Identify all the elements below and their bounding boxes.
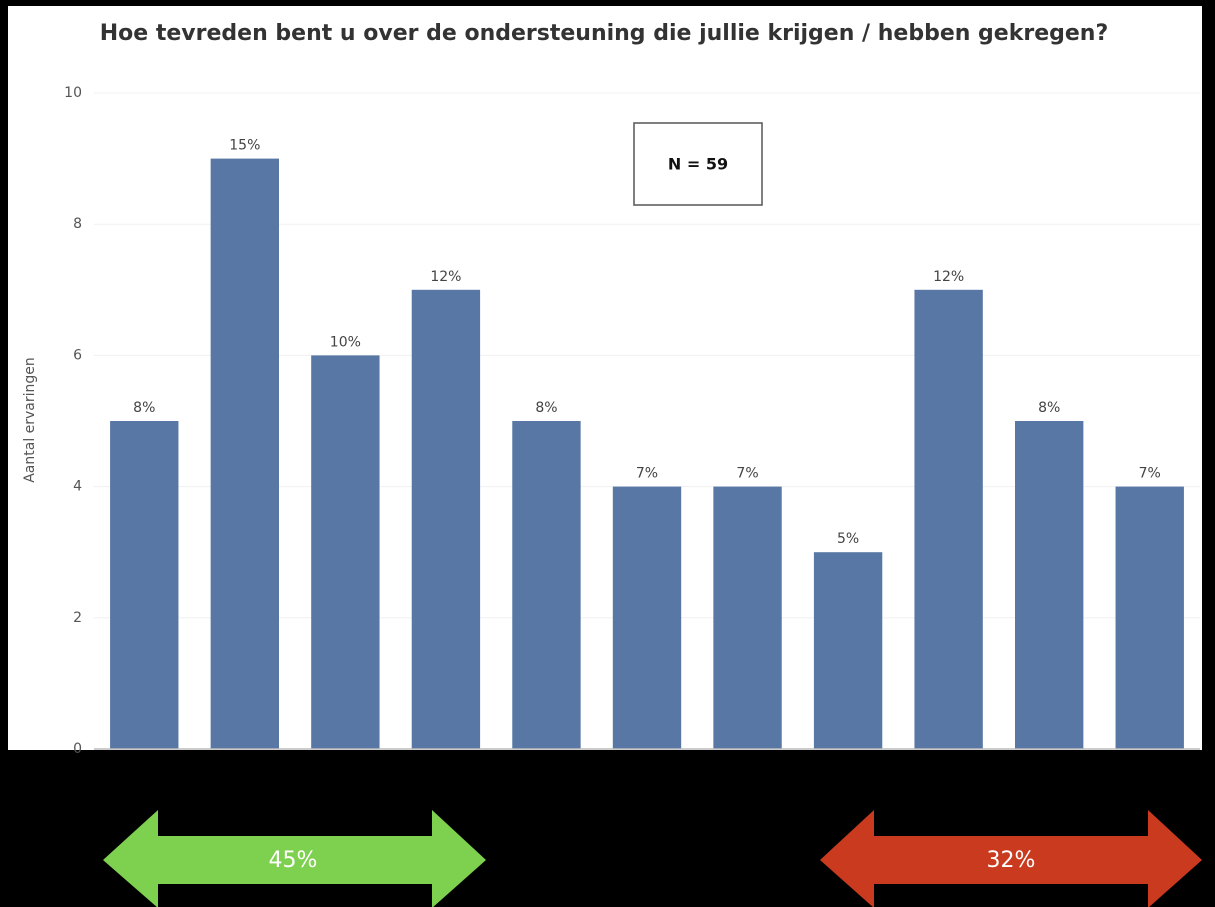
bar [713, 486, 782, 749]
value-label: 7% [736, 466, 758, 482]
plot-panel [8, 6, 1202, 750]
bar [914, 289, 983, 749]
value-label: 5% [837, 531, 859, 547]
y-axis-label: Aantal ervaringen [22, 357, 38, 483]
bar [311, 355, 380, 749]
value-label: 10% [330, 334, 361, 350]
value-label: 12% [430, 269, 461, 285]
chart-title: Hoe tevreden bent u over de ondersteunin… [100, 21, 1108, 46]
bar [210, 158, 280, 750]
value-label: 8% [133, 400, 155, 416]
annotation-n: N = 59 [668, 155, 728, 174]
y-tick-label: 6 [73, 347, 82, 363]
value-label: 8% [1038, 400, 1060, 416]
bar [813, 552, 883, 749]
right-arrow [820, 810, 1202, 907]
left-arrow [103, 810, 486, 907]
annotation-box [633, 122, 763, 206]
bar [110, 421, 179, 749]
y-tick-label: 4 [73, 479, 82, 495]
value-label: 12% [933, 269, 964, 285]
bar [1115, 486, 1184, 749]
y-tick-label: 2 [73, 610, 82, 626]
value-label: 8% [535, 400, 557, 416]
left-arrow-label: 45% [269, 848, 318, 873]
bar [612, 486, 682, 749]
value-label: 7% [1139, 466, 1161, 482]
value-label: 15% [229, 138, 260, 154]
bar [1014, 421, 1084, 749]
value-label: 7% [636, 466, 658, 482]
bar [512, 421, 581, 749]
bar [411, 289, 481, 749]
y-tick-label: 8 [73, 216, 82, 232]
y-tick-label: 0 [73, 741, 82, 757]
right-arrow-label: 32% [987, 848, 1036, 873]
y-tick-label: 10 [64, 85, 82, 101]
